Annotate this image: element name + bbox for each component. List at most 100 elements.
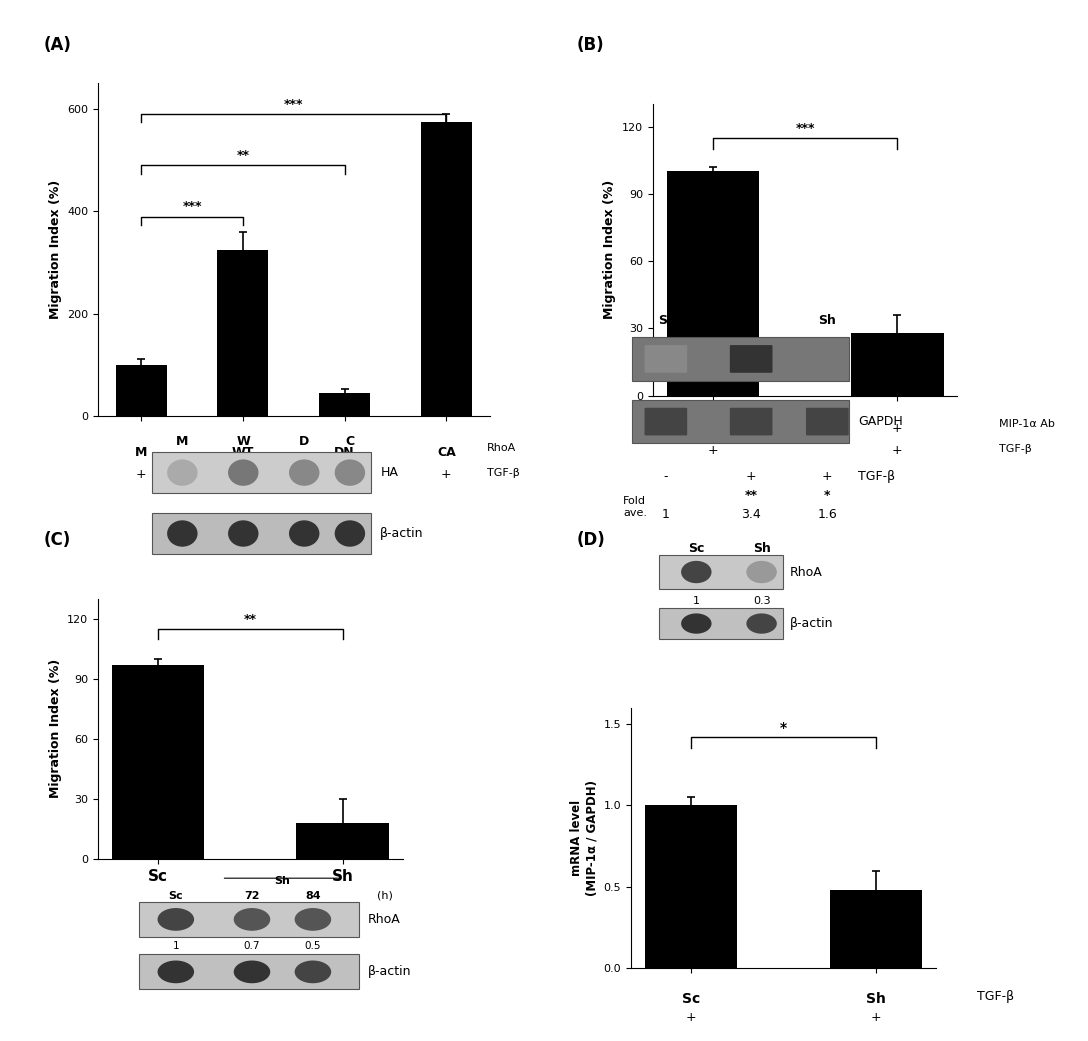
Text: 3.4: 3.4 (741, 508, 761, 520)
Text: ***: *** (284, 98, 304, 110)
Text: Fold
ave.: Fold ave. (623, 496, 647, 517)
Text: RhoA: RhoA (487, 443, 517, 453)
Text: +: + (339, 468, 350, 481)
FancyBboxPatch shape (659, 608, 783, 639)
Ellipse shape (234, 908, 270, 931)
Text: +: + (707, 443, 718, 457)
Ellipse shape (228, 459, 259, 486)
Bar (851, 333, 943, 396)
Text: Sc: Sc (657, 313, 675, 327)
Text: 1: 1 (662, 508, 670, 520)
Text: CA: CA (437, 447, 456, 459)
Text: ***: *** (183, 200, 201, 213)
FancyBboxPatch shape (730, 346, 772, 373)
Ellipse shape (289, 459, 320, 486)
Text: +: + (892, 422, 903, 435)
Ellipse shape (681, 613, 712, 634)
Text: TGF-β: TGF-β (999, 443, 1031, 454)
Ellipse shape (234, 961, 270, 984)
Text: Sc: Sc (682, 991, 701, 1006)
Ellipse shape (158, 961, 194, 984)
Text: +: + (237, 468, 248, 481)
Text: Sc: Sc (169, 891, 183, 900)
Text: TGF-β: TGF-β (487, 468, 520, 478)
Bar (218, 250, 269, 416)
FancyBboxPatch shape (632, 400, 849, 443)
Text: Sh: Sh (866, 991, 886, 1006)
Text: +: + (892, 443, 903, 457)
Ellipse shape (228, 520, 259, 547)
Text: β-actin: β-actin (381, 527, 424, 540)
Bar (645, 806, 738, 968)
Text: HA: HA (381, 466, 398, 479)
Ellipse shape (681, 561, 712, 583)
Text: ***: *** (795, 122, 815, 135)
FancyBboxPatch shape (730, 408, 772, 435)
Text: RhoA: RhoA (790, 565, 823, 579)
Text: 1: 1 (693, 596, 700, 607)
Ellipse shape (168, 459, 198, 486)
Text: WT: WT (232, 447, 255, 459)
Text: D: D (299, 435, 309, 448)
Text: *: * (824, 488, 830, 502)
Text: GAPDH: GAPDH (857, 415, 903, 428)
Text: MIP-1a: MIP-1a (857, 353, 900, 365)
Text: TGF-β: TGF-β (977, 990, 1014, 1004)
Text: +: + (746, 469, 756, 483)
Bar (319, 393, 370, 416)
Text: 0.7: 0.7 (244, 941, 260, 950)
FancyBboxPatch shape (644, 346, 688, 373)
Text: β-actin: β-actin (790, 617, 833, 630)
Text: (C): (C) (44, 531, 71, 549)
Text: **: ** (744, 488, 757, 502)
Text: +: + (685, 1011, 696, 1024)
Text: 1.6: 1.6 (817, 508, 837, 520)
Text: +: + (136, 468, 147, 481)
Text: M: M (176, 435, 188, 448)
Bar (112, 664, 205, 859)
Text: 84: 84 (305, 891, 321, 900)
Text: M: M (135, 447, 147, 459)
Text: +: + (441, 468, 452, 481)
Text: -: - (710, 422, 715, 435)
Text: (B): (B) (577, 36, 604, 54)
Text: Sh: Sh (818, 313, 837, 327)
Text: *: * (780, 720, 787, 735)
Text: C: C (345, 435, 355, 448)
FancyBboxPatch shape (659, 555, 783, 589)
Ellipse shape (335, 459, 366, 486)
Ellipse shape (295, 961, 331, 984)
Bar (667, 172, 759, 396)
Text: **: ** (236, 149, 249, 162)
FancyBboxPatch shape (152, 513, 371, 554)
Bar (115, 365, 166, 416)
Bar (296, 822, 388, 859)
Text: 0.5: 0.5 (305, 941, 321, 950)
Ellipse shape (289, 520, 320, 547)
FancyBboxPatch shape (139, 955, 359, 989)
Text: (h): (h) (376, 891, 393, 900)
Text: MIP-1α Ab: MIP-1α Ab (999, 418, 1055, 429)
Text: (D): (D) (577, 531, 605, 549)
Text: RhoA: RhoA (368, 913, 400, 925)
Text: 1: 1 (173, 941, 180, 950)
Text: Sh: Sh (274, 875, 290, 886)
Text: 0.3: 0.3 (753, 596, 770, 607)
Y-axis label: Migration Index (%): Migration Index (%) (49, 659, 62, 798)
Text: -: - (664, 469, 668, 483)
Ellipse shape (746, 613, 777, 634)
Bar (421, 122, 472, 416)
Text: DN: DN (334, 447, 355, 459)
Ellipse shape (295, 908, 331, 931)
Y-axis label: mRNA level
(MIP-1α / GAPDH): mRNA level (MIP-1α / GAPDH) (570, 780, 598, 896)
Y-axis label: Migration Index (%): Migration Index (%) (49, 180, 62, 320)
Y-axis label: Migration Index (%): Migration Index (%) (604, 180, 617, 320)
FancyBboxPatch shape (139, 902, 359, 937)
Text: Sh: Sh (753, 542, 770, 555)
Text: 72: 72 (244, 891, 260, 900)
Text: Sc: Sc (743, 313, 759, 327)
FancyBboxPatch shape (806, 408, 849, 435)
Bar (829, 890, 922, 968)
Ellipse shape (168, 520, 198, 547)
Text: TGF-β: TGF-β (857, 469, 895, 483)
